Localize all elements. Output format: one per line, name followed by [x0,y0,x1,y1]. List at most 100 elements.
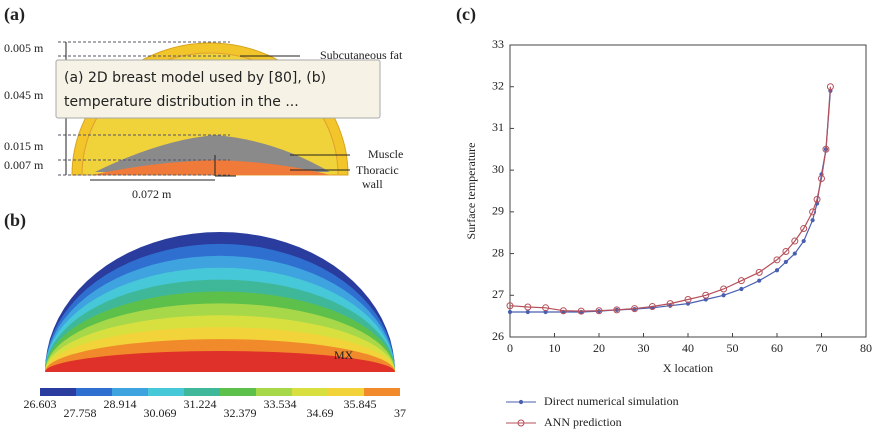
point [542,304,550,312]
point [648,303,656,311]
x-tick-label: 40 [682,341,694,355]
point [791,237,799,245]
y-tick-label: 32 [492,78,504,92]
point [559,307,567,315]
colorbar-segment [292,388,328,396]
point [720,285,728,293]
point [783,259,789,265]
point [524,303,532,311]
colorbar-segment [148,388,184,396]
colorbar-label: 37 [394,406,406,420]
point [507,309,513,315]
point [792,251,797,256]
point [810,218,815,223]
point [737,277,745,285]
point [782,247,790,255]
x-axis-label: X location [663,361,713,375]
colorbar-label: 35.845 [344,397,377,411]
point [813,195,821,203]
point [666,300,674,308]
colorbar-label: 26.603 [24,397,57,411]
point [739,286,744,292]
y-tick-label: 28 [492,245,504,259]
point [800,225,808,233]
colorbar-label: 32.379 [224,406,257,420]
colorbar-segment [364,388,400,396]
y-tick-label: 27 [492,287,504,301]
layer-label: wall [362,177,383,191]
tooltip-text: temperature distribution in the ... [64,94,299,110]
panel-label: (c) [456,4,476,25]
dimension-label: 0.015 m [4,139,44,153]
series-line [509,86,831,312]
contour-band [45,351,395,372]
colorbar-segment [40,388,76,396]
colorbar-segment [184,388,220,396]
point [595,307,603,315]
x-tick-label: 70 [816,341,828,355]
layer-label: Subcutaneous fat [320,48,403,62]
point [809,208,817,216]
chart: 0 10 20 30 40 50 60 70 80 26 27 28 29 30 31 32 33 X locat… [464,37,872,429]
point [684,295,692,303]
dimension-label: 0.005 m [4,41,44,55]
x-tick-label: 30 [638,341,650,355]
point [801,238,806,244]
y-tick-label: 30 [492,162,504,176]
point [577,307,585,315]
colorbar-segment [76,388,112,396]
y-tick-label: 31 [492,120,504,134]
x-tick-label: 10 [549,341,561,355]
point [525,309,530,315]
tooltip-text: (a) 2D breast model used by [80], (b) [64,70,326,86]
x-tick-label: 80 [860,341,872,355]
x-tick-label: 50 [727,341,739,355]
point [822,145,830,153]
colorbar-label: 34.69 [307,406,334,420]
colorbar-label: 33.534 [264,397,297,411]
x-tick-label: 0 [507,341,513,355]
layer-label: Muscle [368,147,403,161]
colorbar-label: 31.224 [184,397,217,411]
point [702,291,710,299]
layer-label: Thoracic [356,163,399,177]
point [613,306,621,314]
legend-marker [518,399,524,405]
colorbar-label: 28.914 [104,397,137,411]
colorbar-segment [220,388,256,396]
point [757,278,762,283]
point [755,268,763,276]
colorbar-segment [328,388,364,396]
colorbar-segment [256,388,292,396]
y-tick-label: 33 [492,37,504,51]
dimension-label: 0.007 m [4,158,44,172]
point [774,268,780,273]
colorbar-label: 30.069 [144,406,177,420]
temperature-map [45,232,395,372]
panel-label: (a) [4,4,25,25]
colorbar-label: 27.758 [64,406,97,420]
series-line [510,90,831,313]
x-tick-label: 60 [771,341,783,355]
dimension-label: 0.045 m [4,88,44,102]
colorbar: 26.603 27.758 28.914 30.069 31.224 32.379 33.5… [24,388,406,420]
panel-label: (b) [4,210,26,231]
point [506,302,514,310]
y-tick-label: 26 [492,329,504,343]
point [826,83,834,91]
point [773,256,781,264]
x-tick-label: 20 [593,341,605,355]
tooltip [55,59,381,119]
colorbar-segment [112,388,148,396]
point [818,174,825,182]
y-tick-label: 29 [492,204,504,218]
legend-label: Direct numerical simulation [544,394,679,408]
dimension-label: 0.072 m [132,187,172,201]
max-marker: MX [334,348,354,362]
y-axis-label: Surface temperature [464,143,478,240]
plot-frame [509,44,867,338]
point [631,305,639,313]
legend-label: ANN prediction [544,415,622,429]
legend-marker [517,419,525,427]
